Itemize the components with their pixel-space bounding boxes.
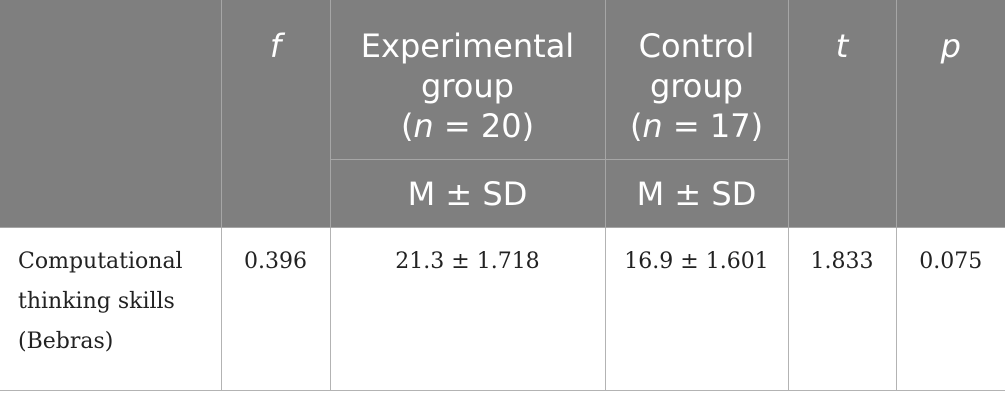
row-label-line3: (Bebras): [18, 329, 114, 354]
header-experimental-line1: Experimental: [360, 27, 575, 65]
results-table: f Experimental group (n = 20) Control gr…: [0, 0, 1005, 391]
subheader-experimental-msd: M ± SD: [330, 159, 606, 228]
header-control-line1: Control: [638, 27, 755, 65]
header-t: t: [787, 0, 897, 228]
header-p: p: [895, 0, 1005, 228]
header-p-label: p: [940, 27, 961, 65]
subheader-row: M ± SD M ± SD: [0, 159, 1005, 228]
header-experimental-group: Experimental group (n = 20): [329, 0, 606, 160]
row-label-line2: thinking skills: [18, 289, 175, 314]
header-control-line2: group: [650, 67, 743, 105]
header-experimental-line2: group: [421, 67, 514, 105]
cell-experimental: 21.3 ± 1.718: [329, 227, 606, 391]
header-experimental-n: (n = 20): [400, 107, 535, 145]
header-control-group: Control group (n = 17): [604, 0, 789, 160]
header-t-label: t: [835, 27, 849, 65]
cell-f: 0.396: [220, 227, 331, 391]
table-bottom-rule: [0, 390, 1005, 391]
header-blank-cell: [0, 0, 222, 228]
cell-control: 16.9 ± 1.601: [604, 227, 789, 391]
header-row: f Experimental group (n = 20) Control gr…: [0, 0, 1005, 228]
row-label-line1: Computational: [18, 249, 183, 274]
subheader-control-msd: M ± SD: [604, 159, 788, 228]
table-row: Computational thinking skills (Bebras) 0…: [0, 227, 1005, 391]
cell-t: 1.833: [787, 227, 897, 391]
cell-p: 0.075: [895, 227, 1005, 391]
row-label: Computational thinking skills (Bebras): [0, 227, 222, 391]
header-f: f: [220, 0, 331, 228]
header-f-label: f: [269, 27, 282, 65]
header-control-n: (n = 17): [629, 107, 764, 145]
